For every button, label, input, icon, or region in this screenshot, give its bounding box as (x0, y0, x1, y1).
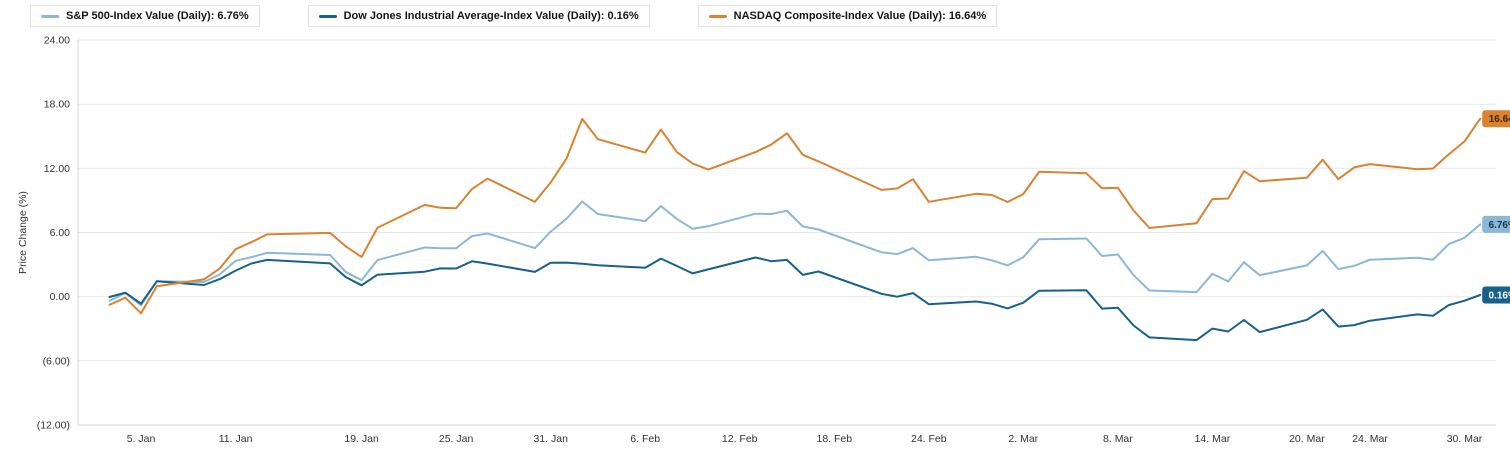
x-axis-tick-label: 8. Mar (1103, 433, 1133, 445)
y-axis-title: Price Change (%) (17, 191, 29, 274)
series-end-label-nasdaq (1482, 110, 1510, 128)
x-axis-tick-label: 18. Feb (816, 433, 852, 445)
series-end-label-text-dow: 0.16% (1489, 291, 1510, 302)
x-axis-tick-label: 24. Mar (1352, 433, 1388, 445)
nasdaq-line-swatch-icon (708, 14, 727, 18)
legend-label-nasdaq: NASDAQ Composite-Index Value (Daily): 16… (733, 10, 987, 22)
legend-item-dow[interactable]: Dow Jones Industrial Average-Index Value… (307, 5, 650, 27)
x-axis-tick-label: 20. Mar (1289, 433, 1325, 445)
y-axis-tick-label: 18.00 (44, 99, 70, 111)
x-axis-tick-label: 11. Jan (219, 433, 253, 445)
series-line-sp500[interactable] (108, 200, 1482, 307)
series-line-dow[interactable] (108, 256, 1482, 342)
y-axis-tick-label: 0.00 (50, 291, 71, 303)
x-axis-tick-label: 2. Mar (1008, 433, 1038, 445)
legend-item-sp500[interactable]: S&P 500-Index Value (Daily): 6.76% (30, 5, 260, 27)
chart-legend: S&P 500-Index Value (Daily): 6.76% Dow J… (30, 5, 998, 27)
x-axis-tick-label: 12. Feb (722, 433, 758, 445)
x-axis-tick-label: 5. Jan (127, 433, 156, 445)
series-line-nasdaq[interactable] (108, 117, 1482, 315)
series-end-label-dow (1482, 286, 1510, 304)
dow-line-swatch-icon (318, 14, 337, 18)
x-axis-tick-label: 30. Mar (1447, 433, 1483, 445)
y-axis-tick-label: 24.00 (44, 35, 70, 47)
x-axis-tick-label: 14. Mar (1195, 433, 1231, 445)
y-axis-tick-label: 6.00 (50, 227, 71, 239)
x-axis-tick-label: 31. Jan (533, 433, 568, 445)
series-end-label-text-nasdaq: 16.64% (1489, 114, 1510, 125)
y-axis-tick-label: (6.00) (43, 355, 70, 367)
x-axis-tick-label: 24. Feb (911, 433, 947, 445)
x-axis-tick-label: 25. Jan (439, 433, 474, 445)
legend-label-dow: Dow Jones Industrial Average-Index Value… (343, 10, 639, 22)
sp500-line-swatch-icon (41, 14, 59, 18)
series-end-label-sp500 (1482, 215, 1510, 233)
series-end-label-text-sp500: 6.76% (1489, 220, 1510, 231)
x-axis-tick-label: 6. Feb (630, 433, 660, 445)
y-axis-tick-label: 12.00 (44, 163, 70, 175)
y-axis-tick-label: (12.00) (37, 420, 70, 432)
x-axis-tick-label: 19. Jan (344, 433, 379, 445)
legend-item-nasdaq[interactable]: NASDAQ Composite-Index Value (Daily): 16… (697, 5, 998, 27)
legend-label-sp500: S&P 500-Index Value (Daily): 6.76% (66, 10, 249, 22)
